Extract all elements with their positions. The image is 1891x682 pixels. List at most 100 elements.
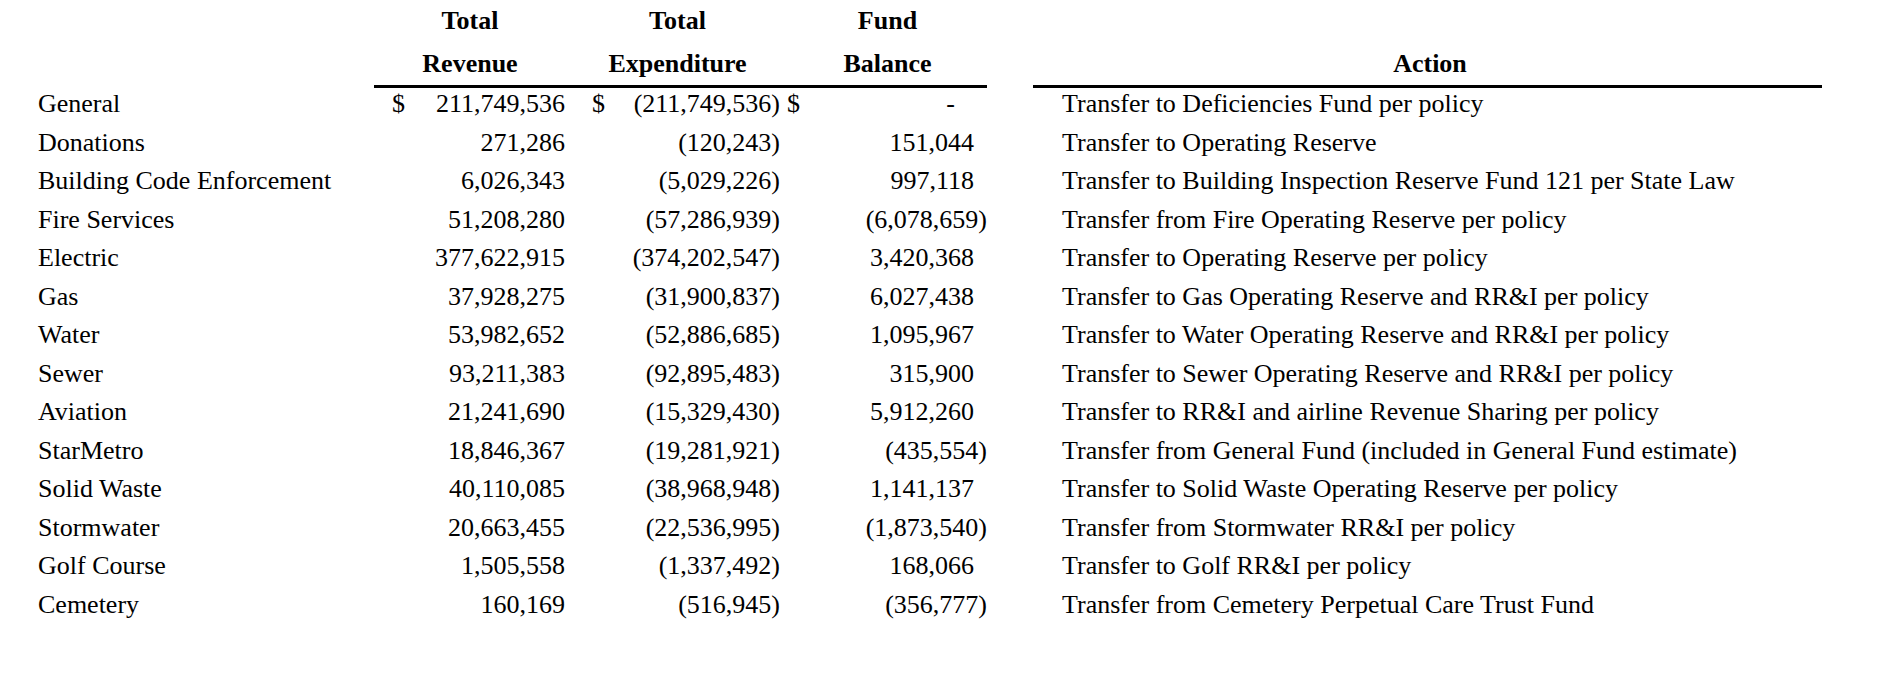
header-underline-amounts <box>374 85 987 88</box>
revenue-cell: 93,211,383 <box>370 359 570 389</box>
revenue-value: 21,241,690 <box>448 397 565 427</box>
revenue-cell: $ 211,749,536 <box>370 89 570 119</box>
currency-symbol: $ <box>592 89 605 119</box>
table-row: General $ 211,749,536 $ (211,749,536) $ … <box>0 85 1891 124</box>
balance-cell: (1,873,540) <box>785 513 990 543</box>
fund-name: Electric <box>38 243 119 272</box>
balance-value: - <box>946 89 987 119</box>
revenue-value: 377,622,915 <box>435 243 565 273</box>
expenditure-value: (38,968,948) <box>646 474 780 504</box>
revenue-cell: 6,026,343 <box>370 166 570 196</box>
action-text: Transfer to Golf RR&I per policy <box>1062 551 1411 580</box>
column-gap <box>990 278 1040 317</box>
expenditure-cell: (374,202,547) <box>570 243 785 273</box>
action-text: Transfer from Stormwater RR&I per policy <box>1062 513 1515 542</box>
revenue-value: 37,928,275 <box>448 282 565 312</box>
action-text: Transfer from General Fund (included in … <box>1062 436 1737 465</box>
balance-cell: 1,095,967 <box>785 320 990 350</box>
expenditure-cell: (5,029,226) <box>570 166 785 196</box>
table-row: StarMetro 18,846,367 (19,281,921) (435,5… <box>0 432 1891 471</box>
balance-cell: (356,777) <box>785 590 990 620</box>
action-text: Transfer to Building Inspection Reserve … <box>1062 166 1735 195</box>
table-body: General $ 211,749,536 $ (211,749,536) $ … <box>0 85 1891 624</box>
expenditure-value: (5,029,226) <box>659 166 780 196</box>
revenue-value: 20,663,455 <box>448 513 565 543</box>
column-gap <box>990 470 1040 509</box>
expenditure-cell: (22,536,995) <box>570 513 785 543</box>
table-row: Donations 271,286 (120,243) 151,044 Tran… <box>0 124 1891 163</box>
revenue-cell: 18,846,367 <box>370 436 570 466</box>
col-header-action: Action <box>1040 42 1891 85</box>
table-row: Building Code Enforcement 6,026,343 (5,0… <box>0 162 1891 201</box>
balance-cell: (6,078,659) <box>785 205 990 235</box>
currency-symbol: $ <box>392 89 405 119</box>
col-header-revenue-line2: Revenue <box>370 42 570 85</box>
revenue-cell: 21,241,690 <box>370 397 570 427</box>
revenue-value: 271,286 <box>481 128 566 158</box>
balance-value: (1,873,540) <box>866 513 987 543</box>
expenditure-value: (52,886,685) <box>646 320 780 350</box>
action-text: Transfer to Operating Reserve per policy <box>1062 243 1488 272</box>
column-gap <box>990 393 1040 432</box>
balance-value: 1,141,137 <box>870 474 987 504</box>
revenue-value: 211,749,536 <box>436 89 565 119</box>
expenditure-cell: (31,900,837) <box>570 282 785 312</box>
balance-value: 5,912,260 <box>870 397 987 427</box>
action-text: Transfer to Gas Operating Reserve and RR… <box>1062 282 1649 311</box>
table-row: Gas 37,928,275 (31,900,837) 6,027,438 Tr… <box>0 278 1891 317</box>
col-header-balance-line2: Balance <box>785 42 990 85</box>
column-gap <box>990 201 1040 240</box>
fund-name: Donations <box>38 128 145 157</box>
balance-value: 315,900 <box>890 359 988 389</box>
action-text: Transfer to Water Operating Reserve and … <box>1062 320 1669 349</box>
fund-name: Fire Services <box>38 205 174 234</box>
revenue-cell: 271,286 <box>370 128 570 158</box>
table-row: Fire Services 51,208,280 (57,286,939) (6… <box>0 201 1891 240</box>
column-gap <box>990 316 1040 355</box>
revenue-value: 6,026,343 <box>461 166 565 196</box>
balance-cell: 151,044 <box>785 128 990 158</box>
balance-value: 151,044 <box>890 128 988 158</box>
table-row: Aviation 21,241,690 (15,329,430) 5,912,2… <box>0 393 1891 432</box>
col-header-revenue-line1: Total <box>370 0 570 42</box>
funds-table: Total Total Fund Revenue Expenditure Bal… <box>0 0 1891 624</box>
action-text: Transfer from Cemetery Perpetual Care Tr… <box>1062 590 1594 619</box>
revenue-cell: 37,928,275 <box>370 282 570 312</box>
action-text: Transfer to Deficiencies Fund per policy <box>1062 89 1483 118</box>
fund-name: Cemetery <box>38 590 139 619</box>
fund-name: Building Code Enforcement <box>38 166 331 195</box>
balance-cell: 5,912,260 <box>785 397 990 427</box>
fund-name: Golf Course <box>38 551 166 580</box>
revenue-value: 1,505,558 <box>461 551 565 581</box>
revenue-value: 160,169 <box>481 590 566 620</box>
fund-balance-report: Total Total Fund Revenue Expenditure Bal… <box>0 0 1891 682</box>
revenue-cell: 160,169 <box>370 590 570 620</box>
expenditure-cell: (15,329,430) <box>570 397 785 427</box>
balance-value: (435,554) <box>885 436 987 466</box>
action-text: Transfer from Fire Operating Reserve per… <box>1062 205 1566 234</box>
revenue-cell: 20,663,455 <box>370 513 570 543</box>
fund-name: Sewer <box>38 359 103 388</box>
balance-cell: 1,141,137 <box>785 474 990 504</box>
header-underline-action <box>1033 85 1822 88</box>
column-gap <box>990 509 1040 548</box>
column-gap <box>990 124 1040 163</box>
revenue-value: 93,211,383 <box>449 359 565 389</box>
balance-cell: $ - <box>785 89 990 119</box>
balance-value: 1,095,967 <box>870 320 987 350</box>
action-text: Transfer to Solid Waste Operating Reserv… <box>1062 474 1618 503</box>
expenditure-cell: (1,337,492) <box>570 551 785 581</box>
header-row-1: Total Total Fund <box>0 0 1891 42</box>
table-row: Cemetery 160,169 (516,945) (356,777) Tra… <box>0 586 1891 625</box>
table-row: Sewer 93,211,383 (92,895,483) 315,900 Tr… <box>0 355 1891 394</box>
fund-name: General <box>38 89 120 118</box>
revenue-value: 53,982,652 <box>448 320 565 350</box>
revenue-cell: 1,505,558 <box>370 551 570 581</box>
balance-cell: 997,118 <box>785 166 990 196</box>
expenditure-cell: (38,968,948) <box>570 474 785 504</box>
balance-cell: 6,027,438 <box>785 282 990 312</box>
action-text: Transfer to Sewer Operating Reserve and … <box>1062 359 1673 388</box>
column-gap <box>990 162 1040 201</box>
expenditure-value: (211,749,536) <box>634 89 780 119</box>
fund-name: Water <box>38 320 99 349</box>
